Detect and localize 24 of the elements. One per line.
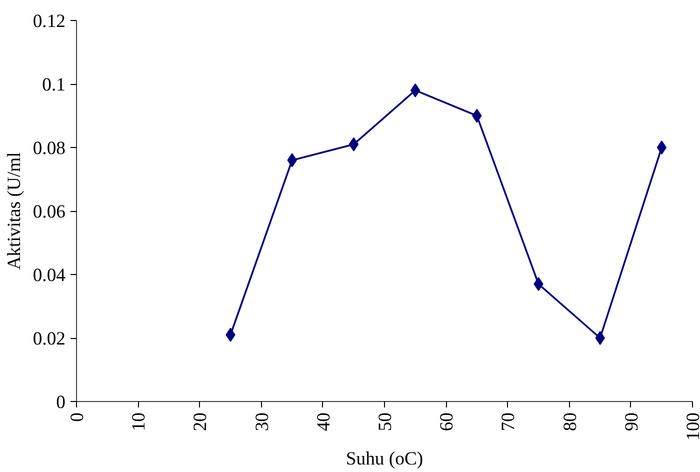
x-tick-label: 10 [128, 412, 150, 432]
point [656, 140, 667, 154]
point [410, 83, 420, 98]
y-tick-label: 0.1 [42, 74, 66, 96]
y-tick-label: 0 [56, 392, 66, 413]
y-tick-label: 0.12 [32, 11, 66, 32]
y-tick-label: 0.04 [32, 265, 66, 286]
x-tick-label: 50 [375, 412, 396, 432]
y-tick-label: 0.02 [32, 328, 66, 350]
point [595, 331, 605, 345]
x-tick-label: 100 [683, 412, 700, 440]
point [348, 137, 359, 152]
x-tick-label: 60 [436, 412, 458, 432]
x-tick-label: 0 [67, 412, 88, 422]
y-tick-label: 0.06 [32, 202, 66, 222]
x-tick-label: 90 [621, 412, 642, 432]
x-tick-label: 80 [560, 412, 581, 432]
x-tick-label: 40 [313, 412, 334, 432]
x-tick-label: 20 [190, 412, 212, 432]
x-axis-title: Suhu (oC) [346, 448, 424, 470]
y-axis-title: Aktivitas (U/ml [4, 152, 25, 270]
x-tick-label: 30 [252, 412, 273, 432]
x-tick-label: 70 [498, 412, 520, 432]
y-tick-label: 0.08 [32, 138, 66, 159]
